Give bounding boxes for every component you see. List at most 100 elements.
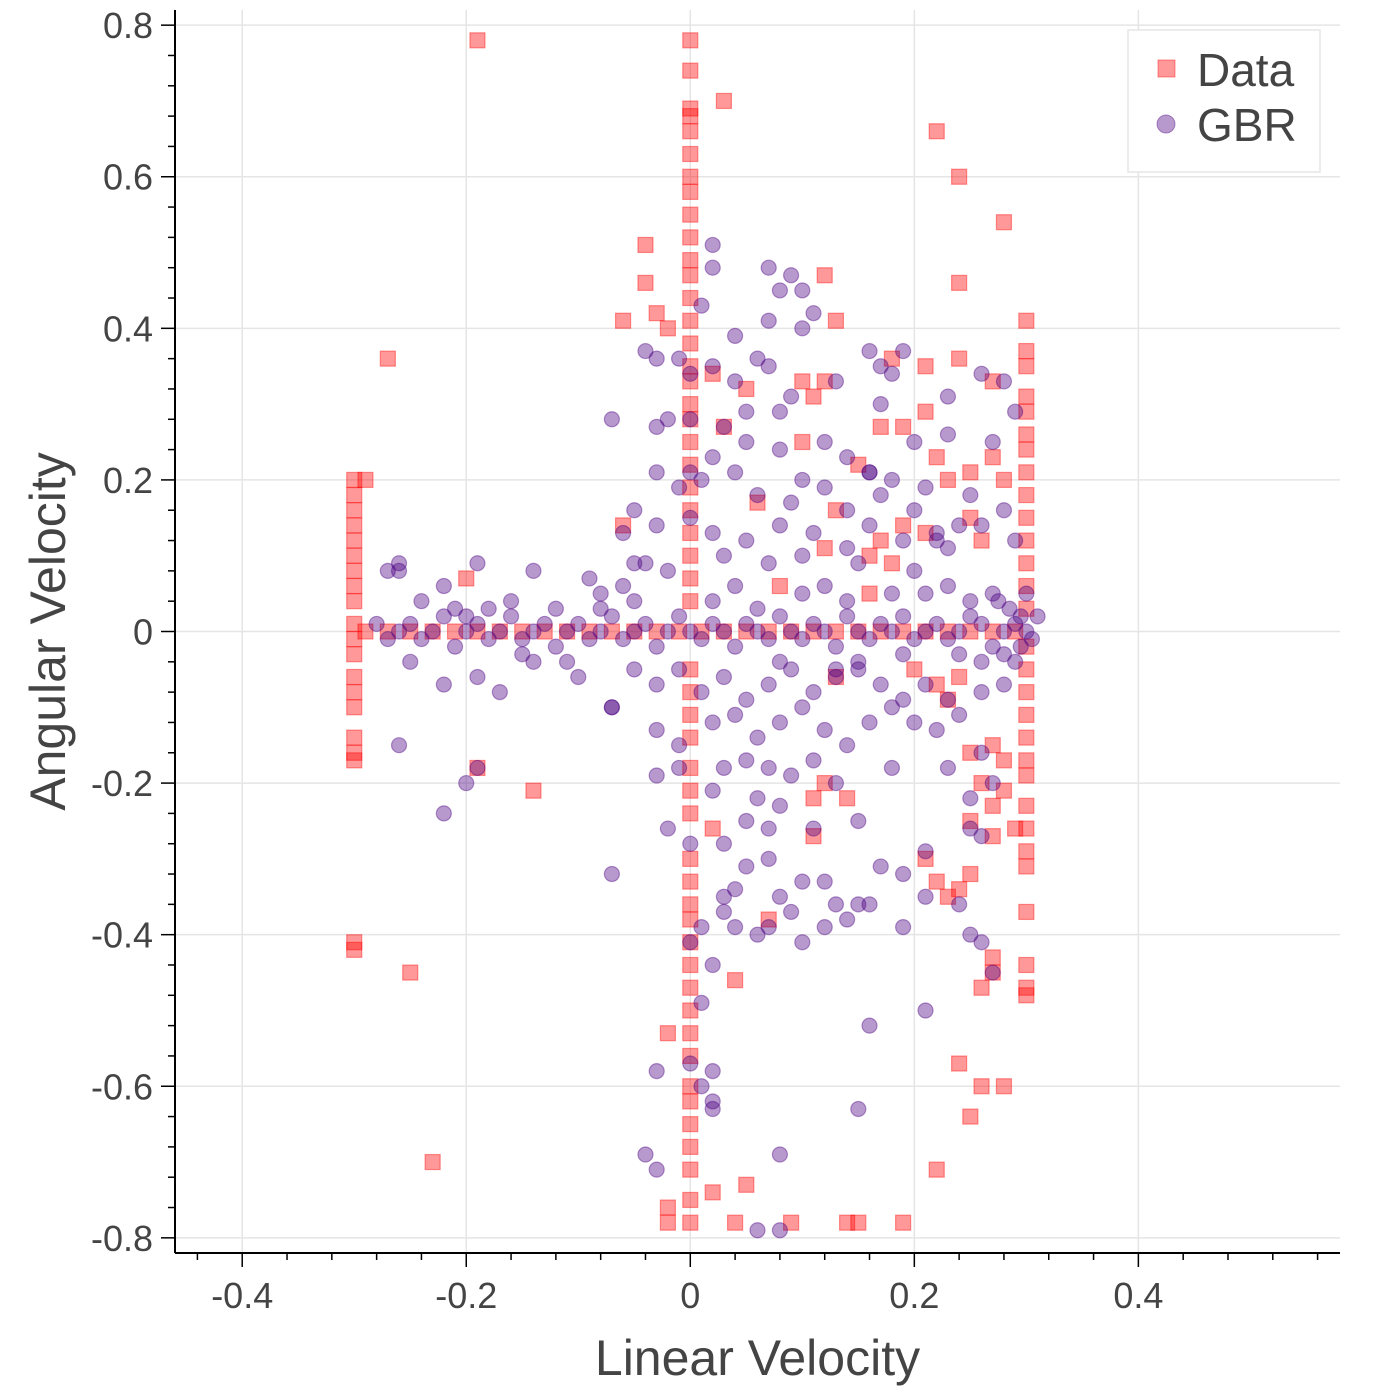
- gbr-point-circle: [390, 555, 408, 572]
- grid: [175, 10, 1340, 1253]
- gbr-point-circle: [883, 365, 901, 382]
- data-point-square: [883, 350, 901, 367]
- gbr-point-circle: [704, 956, 721, 974]
- data-point-square: [738, 380, 755, 398]
- gbr-point-circle: [682, 464, 699, 481]
- gbr-point-circle: [783, 623, 800, 640]
- gbr-point-circle: [502, 608, 520, 625]
- gbr-point-circle: [704, 259, 721, 276]
- data-point-square: [1018, 555, 1035, 572]
- gbr-point-circle: [872, 358, 889, 375]
- data-point-square: [1018, 388, 1035, 405]
- gbr-point-circle: [648, 418, 665, 435]
- data-point-square: [682, 873, 699, 890]
- data-point-square: [469, 32, 486, 49]
- gbr-point-circle: [827, 638, 845, 655]
- data-point-square: [704, 365, 721, 382]
- legend-data-label: Data: [1197, 44, 1295, 96]
- gbr-point-circle: [839, 593, 856, 610]
- gbr-point-circle: [693, 471, 710, 489]
- gbr-point-circle: [435, 676, 452, 693]
- data-point-square: [917, 524, 934, 542]
- data-point-square: [984, 623, 1001, 640]
- gbr-point-circle: [917, 843, 934, 860]
- data-point-square: [682, 396, 699, 413]
- data-point-square: [895, 517, 912, 534]
- data-point-square: [682, 183, 699, 201]
- data-point-square: [962, 812, 979, 830]
- data-point-square: [536, 623, 553, 640]
- gbr-point-circle: [704, 1093, 721, 1110]
- legend-data-swatch: [1157, 59, 1176, 78]
- data-point-square: [917, 623, 934, 640]
- gbr-point-circle: [984, 774, 1001, 792]
- gbr-point-circle: [995, 646, 1013, 663]
- gbr-point-circle: [794, 471, 811, 489]
- data-point-square: [346, 532, 363, 549]
- gbr-point-circle: [794, 282, 811, 299]
- data-point-square: [749, 494, 766, 511]
- gbr-point-circle: [783, 767, 800, 784]
- gbr-point-circle: [715, 668, 732, 686]
- data-point-square: [805, 388, 822, 405]
- y-tick-label: 0: [133, 612, 153, 653]
- x-tick-label: 0.2: [889, 1275, 939, 1316]
- data-point-square: [962, 509, 979, 526]
- gbr-point-circle: [906, 433, 923, 451]
- gbr-point-circle: [794, 873, 811, 890]
- gbr-point-circle: [872, 396, 889, 413]
- gbr-point-circle: [1007, 615, 1024, 633]
- gbr-point-circle: [939, 691, 957, 708]
- gbr-point-circle: [839, 449, 856, 466]
- data-point-square: [1018, 661, 1035, 678]
- gbr-point-circle: [906, 502, 923, 519]
- data-point-square: [682, 479, 699, 496]
- series-data: [346, 32, 1035, 1231]
- gbr-point-circle: [558, 653, 576, 670]
- gbr-point-circle: [603, 411, 620, 428]
- data-point-square: [1018, 486, 1035, 504]
- gbr-point-circle: [547, 638, 564, 655]
- data-point-square: [962, 744, 979, 761]
- gbr-point-circle: [738, 752, 755, 769]
- gbr-point-circle: [827, 373, 845, 390]
- gbr-point-circle: [951, 706, 968, 723]
- gbr-point-circle: [704, 358, 721, 375]
- x-tick-label: -0.4: [211, 1275, 273, 1316]
- gbr-point-circle: [469, 555, 486, 572]
- data-point-square: [771, 577, 789, 595]
- legend-gbr-label: GBR: [1197, 99, 1297, 151]
- data-point-square: [491, 623, 508, 640]
- gbr-point-circle: [771, 714, 789, 731]
- gbr-point-circle: [839, 608, 856, 625]
- data-point-square: [827, 312, 845, 329]
- data-point-square: [783, 1214, 800, 1231]
- gbr-point-circle: [648, 676, 665, 693]
- gbr-point-circle: [816, 577, 833, 595]
- data-point-square: [939, 691, 957, 708]
- data-point-square: [659, 1199, 676, 1216]
- gbr-point-circle: [603, 608, 620, 625]
- data-point-square: [357, 623, 374, 640]
- data-point-square: [738, 1176, 755, 1193]
- gbr-point-circle: [1018, 623, 1035, 640]
- data-point-square: [346, 471, 363, 489]
- data-point-square: [962, 464, 979, 481]
- data-point-square: [682, 979, 699, 996]
- data-point-square: [738, 623, 755, 640]
- data-point-square: [726, 1214, 744, 1231]
- data-point-square: [1018, 858, 1035, 875]
- data-point-square: [682, 911, 699, 928]
- gbr-point-circle: [939, 426, 957, 443]
- gbr-point-circle: [670, 608, 688, 625]
- data-point-square: [346, 646, 363, 663]
- gbr-point-circle: [850, 653, 867, 670]
- data-point-square: [682, 782, 699, 799]
- data-point-square: [424, 1153, 441, 1171]
- gbr-point-circle: [872, 676, 889, 693]
- data-point-square: [682, 1078, 699, 1095]
- data-point-square: [682, 168, 699, 185]
- gbr-point-circle: [883, 585, 901, 602]
- data-point-square: [962, 1108, 979, 1125]
- data-point-square: [614, 312, 632, 329]
